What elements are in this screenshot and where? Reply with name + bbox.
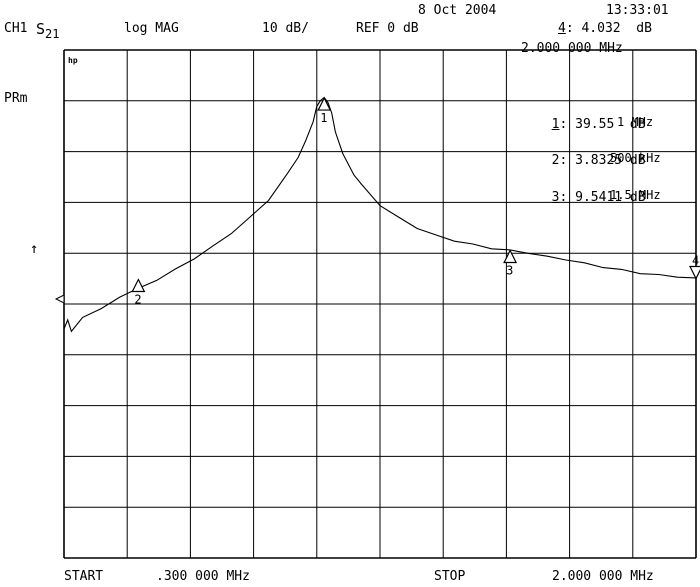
marker-readout-1: 1: 39.55 dB xyxy=(551,117,646,132)
prm-label: PRm xyxy=(4,91,28,106)
channel-label: CH1 xyxy=(4,21,28,36)
marker-readout-3: 3: 9.5411 dB xyxy=(551,190,646,205)
marker-4-label: 4 xyxy=(692,254,699,268)
parameter-label: S21 xyxy=(36,20,59,42)
marker-2: 2 xyxy=(131,278,146,307)
active-marker-id: 4 xyxy=(558,21,566,36)
marker-readout-2-value: 3.8325 dB xyxy=(575,153,646,168)
start-value: .300 000 MHz xyxy=(156,569,250,584)
active-marker-readout: 4: 4.032 dB xyxy=(558,22,652,36)
marker-1: 1 xyxy=(317,96,332,125)
s21-trace xyxy=(63,96,697,333)
hp-logo-icon: hp xyxy=(68,56,78,65)
start-label: START xyxy=(64,569,104,584)
active-marker-value: : 4.032 dB xyxy=(565,21,652,36)
date-text: 8 Oct 2004 xyxy=(418,3,497,18)
graticule xyxy=(63,49,697,559)
parameter-sub: 21 xyxy=(45,27,60,41)
format-label: log MAG xyxy=(124,21,179,36)
marker-3: 3 xyxy=(503,249,518,278)
marker-readout-1-value: 39.55 dB xyxy=(575,117,646,132)
marker-readout-2-id: 2 xyxy=(551,153,560,168)
marker-readout-1-id: 1 xyxy=(551,117,560,132)
marker-group: 1 2 3 4 xyxy=(131,96,700,307)
marker-readout-2-freq: 500 kHz xyxy=(610,151,661,165)
marker-3-triangle xyxy=(503,249,518,264)
marker-readout-3-id: 3 xyxy=(551,190,560,205)
stop-label: STOP xyxy=(434,569,466,584)
marker-4: 4 xyxy=(689,254,700,280)
active-marker-freq: 2.000 000 MHz xyxy=(521,41,623,56)
reference-label: REF 0 dB xyxy=(356,21,419,36)
marker-readout-1-freq: 1 MHz xyxy=(617,115,654,129)
marker-1-label: 1 xyxy=(320,111,327,125)
marker-2-label: 2 xyxy=(134,293,141,307)
marker-readout-3-freq: 1.5 MHz xyxy=(610,188,661,202)
marker-readout-3-value: 9.5411 dB xyxy=(575,190,646,205)
marker-3-label: 3 xyxy=(506,264,513,278)
parameter-main: S xyxy=(36,20,46,38)
marker-readout-2: 2: 3.8325 dB xyxy=(551,153,646,168)
reference-arrow-icon: ↑ xyxy=(30,241,39,257)
reference-pointer-icon xyxy=(54,294,65,304)
marker-1-triangle xyxy=(317,96,332,111)
scale-label: 10 dB/ xyxy=(262,21,309,36)
stop-value: 2.000 000 MHz xyxy=(552,569,654,584)
time-text: 13:33:01 xyxy=(606,3,669,18)
marker-4-triangle xyxy=(689,265,700,280)
marker-2-triangle xyxy=(131,278,146,293)
